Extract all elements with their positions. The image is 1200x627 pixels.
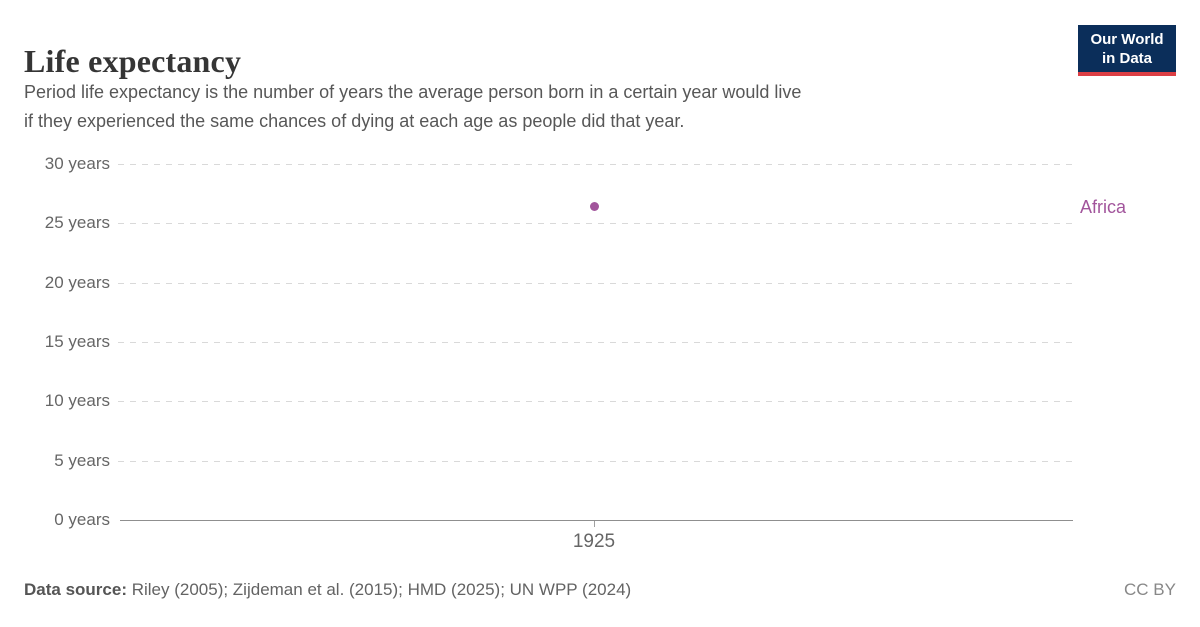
series-label-africa[interactable]: Africa [1080, 196, 1127, 217]
x-tick-mark [594, 521, 595, 527]
owid-logo-line-1: Our World [1090, 31, 1164, 48]
y-axis-tick-label: 20 years [44, 272, 110, 292]
chart-subtitle-line-1: Period life expectancy is the number of … [24, 82, 802, 102]
y-axis-tick-label: 0 years [54, 510, 110, 529]
license-link[interactable]: CC BY [1124, 580, 1176, 599]
y-gridline [118, 223, 1072, 225]
y-gridline [118, 460, 1072, 462]
chart-subtitle-line-2: if they experienced the same chances of … [24, 111, 685, 131]
y-axis-tick-label: 15 years [44, 332, 110, 351]
y-axis-tick-label: 25 years [44, 213, 110, 233]
chart-subtitle: Period life expectancy is the number of … [24, 78, 801, 136]
y-gridline [118, 401, 1072, 403]
y-axis-tick-label: 30 years [44, 154, 110, 173]
chart-title: Life expectancy [24, 43, 242, 80]
y-axis-tick-label: 10 years [44, 391, 110, 411]
x-axis-tick-label: 1925 [572, 531, 616, 552]
y-gridline [118, 282, 1072, 284]
owid-logo[interactable]: Our World in Data [1078, 25, 1176, 76]
y-gridline [118, 342, 1072, 343]
footer-source-text: Riley (2005); Zijdeman et al. (2015); HM… [126, 580, 632, 599]
x-axis-line [120, 520, 1073, 521]
y-gridline [118, 164, 1072, 165]
data-point-africa[interactable] [589, 202, 599, 212]
y-axis-tick-label: 5 years [54, 450, 110, 470]
footer-source-label: Data source: [24, 580, 127, 599]
owid-logo-line-2: in Data [1101, 50, 1152, 67]
footer-source[interactable]: Data source: Riley (2005); Zijdeman et a… [24, 580, 631, 600]
